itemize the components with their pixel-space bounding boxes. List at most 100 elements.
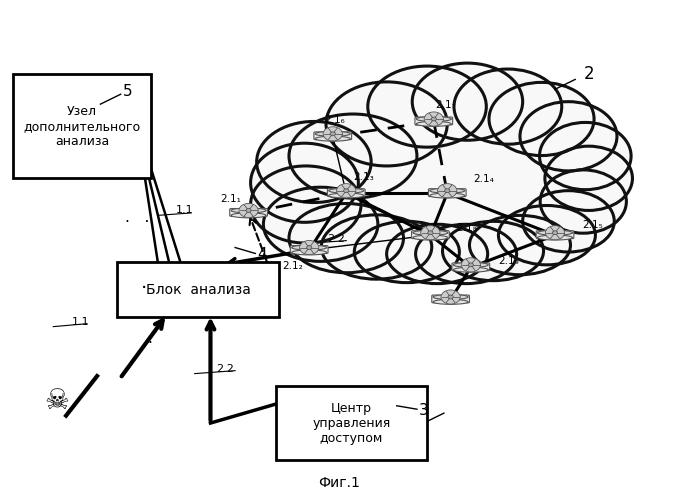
- Ellipse shape: [454, 268, 488, 272]
- Ellipse shape: [413, 230, 448, 235]
- Ellipse shape: [454, 262, 488, 268]
- Ellipse shape: [538, 230, 572, 235]
- Circle shape: [344, 189, 349, 192]
- Ellipse shape: [416, 122, 452, 126]
- Text: Фиг.1: Фиг.1: [318, 476, 361, 490]
- FancyBboxPatch shape: [452, 263, 490, 270]
- Text: 1.1: 1.1: [71, 316, 89, 326]
- FancyBboxPatch shape: [411, 231, 449, 238]
- Circle shape: [445, 189, 450, 192]
- Text: ·   ·: · ·: [126, 216, 149, 230]
- Ellipse shape: [321, 215, 432, 279]
- Circle shape: [428, 231, 433, 234]
- Ellipse shape: [292, 250, 327, 255]
- Circle shape: [553, 231, 557, 234]
- Text: 2.2: 2.2: [216, 364, 234, 374]
- FancyBboxPatch shape: [432, 295, 469, 303]
- Text: ☠: ☠: [44, 387, 69, 415]
- Ellipse shape: [416, 224, 517, 284]
- Ellipse shape: [289, 114, 417, 198]
- Ellipse shape: [489, 82, 594, 156]
- Ellipse shape: [326, 141, 461, 240]
- Ellipse shape: [430, 193, 464, 198]
- Text: .: .: [141, 272, 147, 291]
- Ellipse shape: [329, 193, 364, 198]
- Ellipse shape: [231, 208, 266, 213]
- Ellipse shape: [412, 63, 523, 140]
- Ellipse shape: [257, 122, 371, 202]
- Circle shape: [469, 263, 473, 267]
- Ellipse shape: [231, 213, 266, 218]
- FancyBboxPatch shape: [117, 262, 279, 317]
- Text: Блок  анализа: Блок анализа: [145, 282, 251, 296]
- Ellipse shape: [343, 181, 579, 270]
- FancyBboxPatch shape: [415, 117, 453, 125]
- Ellipse shape: [443, 222, 544, 280]
- Ellipse shape: [540, 122, 631, 190]
- Ellipse shape: [319, 122, 575, 260]
- Text: 1.1: 1.1: [176, 206, 194, 216]
- Circle shape: [448, 295, 454, 299]
- Ellipse shape: [413, 235, 448, 240]
- Ellipse shape: [538, 235, 572, 240]
- FancyBboxPatch shape: [327, 188, 365, 196]
- Ellipse shape: [263, 187, 378, 262]
- Ellipse shape: [315, 132, 350, 136]
- Text: 2: 2: [583, 66, 594, 84]
- Text: 2.2: 2.2: [327, 234, 345, 243]
- Ellipse shape: [454, 69, 562, 144]
- Circle shape: [421, 226, 440, 240]
- Text: 2.1₁: 2.1₁: [220, 194, 241, 204]
- Text: 2.1₄: 2.1₄: [473, 174, 494, 184]
- Circle shape: [424, 112, 443, 126]
- Circle shape: [330, 132, 335, 136]
- Circle shape: [545, 226, 565, 240]
- Circle shape: [441, 290, 460, 304]
- Ellipse shape: [251, 166, 361, 243]
- Ellipse shape: [354, 222, 460, 282]
- Ellipse shape: [545, 146, 632, 210]
- Ellipse shape: [315, 136, 350, 141]
- FancyBboxPatch shape: [536, 231, 574, 238]
- Circle shape: [438, 184, 457, 198]
- Ellipse shape: [386, 224, 488, 284]
- Ellipse shape: [416, 116, 452, 121]
- Ellipse shape: [523, 190, 614, 252]
- Ellipse shape: [329, 188, 364, 193]
- Text: 2.1₉: 2.1₉: [498, 256, 519, 266]
- Ellipse shape: [373, 102, 575, 200]
- Text: 2.1₅: 2.1₅: [582, 220, 603, 230]
- Text: Узел
дополнительного
анализа: Узел дополнительного анализа: [23, 105, 141, 148]
- FancyBboxPatch shape: [428, 188, 466, 196]
- Text: 2.1₇: 2.1₇: [435, 100, 456, 110]
- Text: 3: 3: [419, 403, 428, 418]
- FancyBboxPatch shape: [276, 386, 427, 460]
- Circle shape: [307, 246, 312, 250]
- Ellipse shape: [292, 245, 327, 250]
- Ellipse shape: [368, 66, 486, 147]
- Text: 5: 5: [122, 84, 132, 100]
- Ellipse shape: [433, 300, 468, 304]
- Text: 2.1₈: 2.1₈: [456, 223, 477, 233]
- Circle shape: [239, 204, 258, 218]
- Text: ·: ·: [147, 336, 152, 351]
- Ellipse shape: [498, 206, 595, 265]
- Text: 2.1₃: 2.1₃: [353, 172, 373, 182]
- Ellipse shape: [430, 188, 464, 193]
- FancyBboxPatch shape: [230, 208, 268, 216]
- Ellipse shape: [312, 113, 594, 266]
- Text: 4: 4: [257, 248, 267, 262]
- Ellipse shape: [251, 143, 359, 222]
- Ellipse shape: [469, 216, 570, 274]
- Circle shape: [246, 208, 251, 212]
- Circle shape: [323, 127, 342, 141]
- Circle shape: [461, 258, 481, 272]
- Circle shape: [299, 240, 319, 254]
- Ellipse shape: [520, 102, 617, 171]
- Circle shape: [431, 117, 437, 121]
- Text: 2.1₆: 2.1₆: [325, 115, 346, 125]
- FancyBboxPatch shape: [13, 74, 151, 178]
- Text: Центр
управления
доступом: Центр управления доступом: [312, 402, 390, 444]
- Ellipse shape: [433, 294, 468, 300]
- FancyBboxPatch shape: [291, 246, 328, 254]
